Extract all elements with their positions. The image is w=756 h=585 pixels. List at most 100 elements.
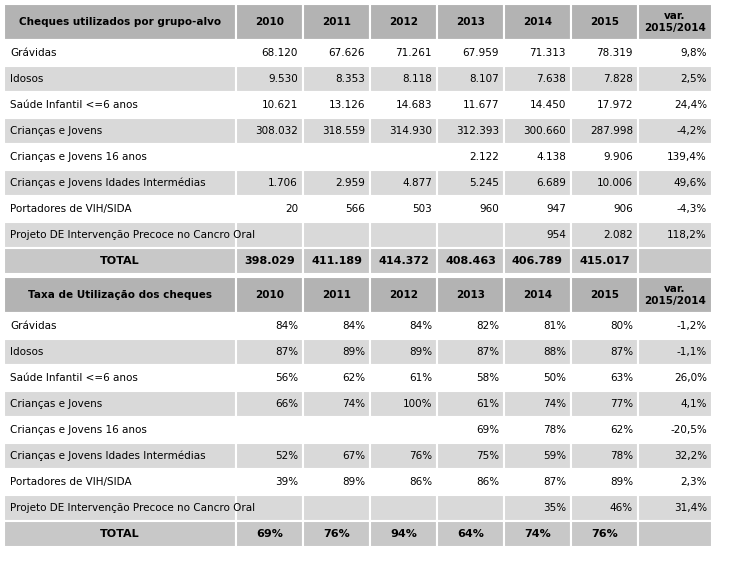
- Bar: [236, 222, 303, 248]
- Bar: [571, 92, 638, 118]
- Text: Saúde Infantil <=6 anos: Saúde Infantil <=6 anos: [10, 100, 138, 110]
- Text: 66%: 66%: [275, 399, 298, 409]
- Bar: [504, 391, 571, 417]
- Bar: [370, 417, 437, 443]
- Bar: [504, 365, 571, 391]
- Text: 7.828: 7.828: [603, 74, 633, 84]
- Bar: [370, 391, 437, 417]
- Text: 118,2%: 118,2%: [668, 230, 707, 240]
- Text: 78%: 78%: [610, 451, 633, 461]
- Text: 77%: 77%: [610, 399, 633, 409]
- Bar: [303, 313, 370, 339]
- Bar: [236, 40, 303, 66]
- Text: 100%: 100%: [402, 399, 432, 409]
- Bar: [303, 391, 370, 417]
- Bar: [236, 417, 303, 443]
- Bar: [370, 339, 437, 365]
- Bar: [4, 443, 236, 469]
- Text: -20,5%: -20,5%: [671, 425, 707, 435]
- Text: 31,4%: 31,4%: [674, 503, 707, 513]
- Bar: [638, 170, 712, 196]
- Bar: [504, 521, 571, 547]
- Bar: [370, 443, 437, 469]
- Bar: [437, 443, 504, 469]
- Bar: [303, 66, 370, 92]
- Text: 68.120: 68.120: [262, 48, 298, 58]
- Text: 78.319: 78.319: [596, 48, 633, 58]
- Text: 87%: 87%: [543, 477, 566, 487]
- Bar: [504, 92, 571, 118]
- Bar: [370, 40, 437, 66]
- Bar: [571, 4, 638, 40]
- Bar: [370, 277, 437, 313]
- Text: 84%: 84%: [275, 321, 298, 331]
- Bar: [236, 495, 303, 521]
- Text: Crianças e Jovens 16 anos: Crianças e Jovens 16 anos: [10, 152, 147, 162]
- Text: Taxa de Utilização dos cheques: Taxa de Utilização dos cheques: [28, 290, 212, 300]
- Bar: [437, 248, 504, 274]
- Text: 61%: 61%: [409, 373, 432, 383]
- Text: 2.959: 2.959: [335, 178, 365, 188]
- Text: 415.017: 415.017: [579, 256, 630, 266]
- Bar: [437, 222, 504, 248]
- Bar: [4, 4, 236, 40]
- Bar: [571, 417, 638, 443]
- Bar: [303, 196, 370, 222]
- Text: TOTAL: TOTAL: [101, 256, 140, 266]
- Text: 75%: 75%: [476, 451, 499, 461]
- Bar: [437, 144, 504, 170]
- Bar: [4, 170, 236, 196]
- Bar: [370, 170, 437, 196]
- Bar: [4, 365, 236, 391]
- Bar: [303, 4, 370, 40]
- Bar: [437, 365, 504, 391]
- Bar: [504, 495, 571, 521]
- Text: Portadores de VIH/SIDA: Portadores de VIH/SIDA: [10, 204, 132, 214]
- Text: 67.959: 67.959: [463, 48, 499, 58]
- Bar: [370, 196, 437, 222]
- Text: 8.118: 8.118: [402, 74, 432, 84]
- Text: Crianças e Jovens: Crianças e Jovens: [10, 399, 102, 409]
- Text: 314.930: 314.930: [389, 126, 432, 136]
- Bar: [571, 469, 638, 495]
- Text: 14.450: 14.450: [530, 100, 566, 110]
- Text: 9.530: 9.530: [268, 74, 298, 84]
- Bar: [4, 495, 236, 521]
- Bar: [571, 170, 638, 196]
- Bar: [236, 170, 303, 196]
- Bar: [638, 92, 712, 118]
- Text: 2014: 2014: [523, 290, 552, 300]
- Text: 76%: 76%: [409, 451, 432, 461]
- Bar: [303, 118, 370, 144]
- Bar: [4, 144, 236, 170]
- Text: Projeto DE Intervenção Precoce no Cancro Oral: Projeto DE Intervenção Precoce no Cancro…: [10, 230, 255, 240]
- Text: Idosos: Idosos: [10, 74, 43, 84]
- Bar: [504, 443, 571, 469]
- Bar: [504, 313, 571, 339]
- Text: 63%: 63%: [610, 373, 633, 383]
- Text: 61%: 61%: [476, 399, 499, 409]
- Text: 2011: 2011: [322, 17, 351, 27]
- Text: 76%: 76%: [323, 529, 350, 539]
- Text: 906: 906: [613, 204, 633, 214]
- Text: 84%: 84%: [342, 321, 365, 331]
- Text: -1,2%: -1,2%: [677, 321, 707, 331]
- Text: 2010: 2010: [255, 17, 284, 27]
- Text: 59%: 59%: [543, 451, 566, 461]
- Bar: [504, 66, 571, 92]
- Text: 67.626: 67.626: [329, 48, 365, 58]
- Bar: [4, 118, 236, 144]
- Bar: [571, 277, 638, 313]
- Text: Saúde Infantil <=6 anos: Saúde Infantil <=6 anos: [10, 373, 138, 383]
- Bar: [236, 277, 303, 313]
- Bar: [4, 417, 236, 443]
- Bar: [638, 222, 712, 248]
- Text: 52%: 52%: [275, 451, 298, 461]
- Bar: [638, 313, 712, 339]
- Bar: [370, 92, 437, 118]
- Bar: [571, 365, 638, 391]
- Text: 86%: 86%: [476, 477, 499, 487]
- Bar: [638, 144, 712, 170]
- Text: 408.463: 408.463: [445, 256, 496, 266]
- Text: 414.372: 414.372: [378, 256, 429, 266]
